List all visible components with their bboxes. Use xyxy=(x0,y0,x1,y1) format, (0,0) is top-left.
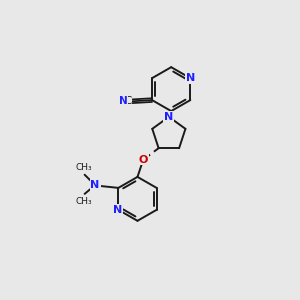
Text: N: N xyxy=(186,73,196,83)
Text: N: N xyxy=(91,180,100,190)
Text: CH₃: CH₃ xyxy=(76,197,92,206)
Text: N: N xyxy=(113,205,122,215)
Text: N: N xyxy=(119,96,128,106)
Text: N: N xyxy=(164,112,173,122)
Text: C: C xyxy=(124,96,132,106)
Text: O: O xyxy=(139,154,148,165)
Text: CH₃: CH₃ xyxy=(76,163,92,172)
